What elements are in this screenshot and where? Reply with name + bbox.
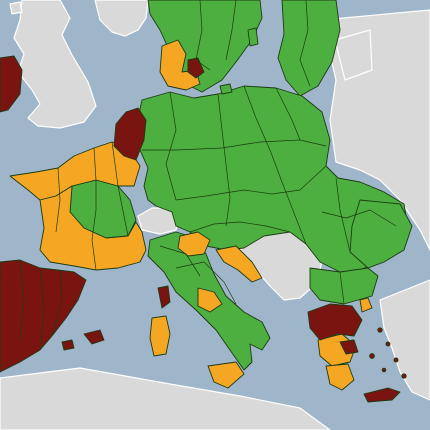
region-bulgaria	[309, 267, 379, 305]
border-ro	[321, 209, 397, 227]
border-es-3	[51, 269, 63, 337]
uk-land	[13, 0, 97, 129]
region-romania-east	[349, 199, 413, 269]
region-finland-baltics	[277, 0, 341, 97]
border-bg	[339, 271, 345, 305]
region-france-south	[39, 185, 147, 271]
region-croatia	[215, 245, 263, 283]
border-cz-at	[175, 165, 327, 201]
region-italy-south	[197, 287, 223, 313]
region-italy-north	[177, 231, 211, 257]
border-es	[19, 259, 25, 341]
region-balearic	[83, 329, 105, 345]
region-balearic-small	[61, 339, 75, 351]
region-sicily	[207, 361, 245, 389]
border-se-2	[225, 0, 237, 61]
region-greek-isle-east	[359, 297, 373, 313]
border-de-internal-2	[142, 139, 327, 151]
regional-borders	[19, 0, 397, 351]
russia-land	[334, 29, 373, 81]
norway-land	[94, 0, 149, 37]
region-greek-isles-red	[339, 339, 359, 355]
uk-isles	[9, 1, 23, 15]
border-fr-3	[111, 141, 129, 237]
border-ro-2	[335, 177, 351, 253]
border-pl-internal	[243, 85, 307, 245]
region-netherlands-belgium	[113, 107, 147, 161]
border-it	[175, 261, 237, 305]
border-de-pl	[217, 93, 231, 227]
border-fi	[299, 0, 311, 87]
island-aegean-5	[401, 373, 407, 379]
region-corsica	[157, 285, 171, 309]
region-sardinia	[149, 315, 171, 357]
border-fr-2	[55, 167, 61, 233]
orange-risk-regions	[9, 39, 373, 391]
border-de-internal-1	[165, 91, 177, 201]
small-islands	[369, 327, 407, 379]
island-aegean-1	[377, 327, 383, 333]
island-aegean-4	[393, 357, 399, 363]
border-pl-internal-2	[275, 87, 301, 141]
region-peloponnese	[325, 363, 355, 391]
island-aegean-2	[385, 341, 391, 347]
turkey-land	[379, 279, 430, 401]
dark-red-risk-regions	[0, 55, 401, 403]
region-crete	[363, 387, 401, 403]
north-africa-land	[0, 367, 331, 430]
border-at-hu	[189, 221, 291, 233]
region-ireland	[0, 55, 23, 113]
island-aegean-3	[369, 353, 375, 359]
region-gotland	[247, 27, 259, 47]
green-risk-regions	[69, 0, 413, 371]
border-fr	[91, 147, 97, 271]
island-aegean-6	[381, 367, 387, 373]
border-se	[195, 0, 211, 71]
region-greece-north	[307, 303, 363, 341]
border-it-2	[159, 245, 201, 277]
region-bornholm	[219, 83, 233, 95]
border-es-2	[39, 267, 45, 351]
